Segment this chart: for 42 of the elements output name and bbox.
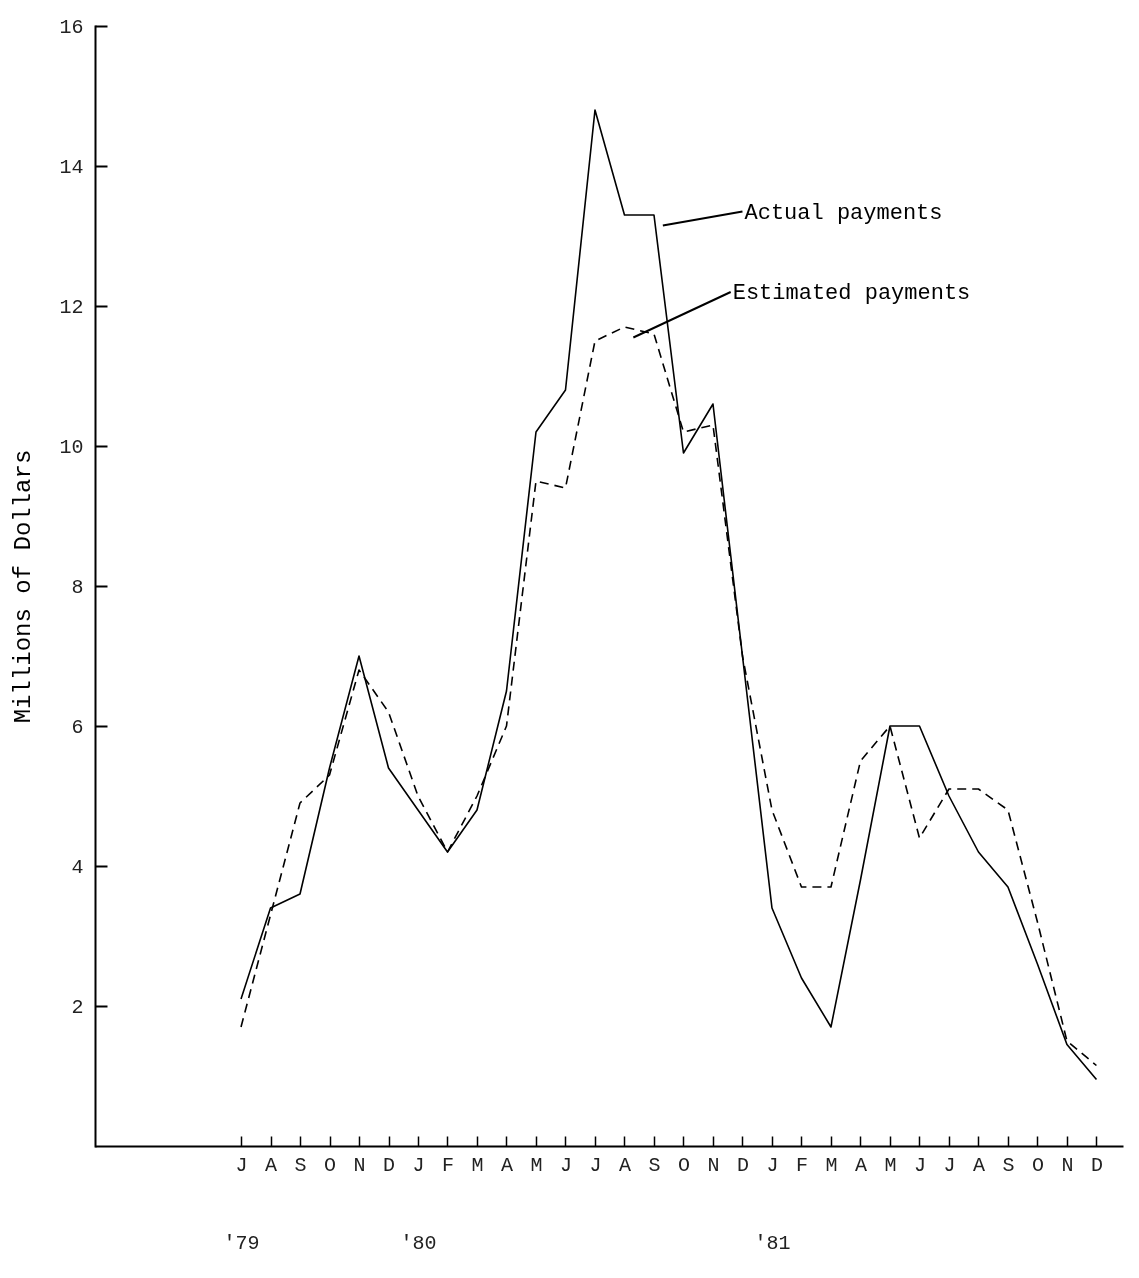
y-tick-label: 6 bbox=[71, 715, 84, 739]
x-tick-label: N bbox=[1061, 1153, 1074, 1177]
legend-label: Actual payments bbox=[744, 200, 943, 226]
text: Estimated payments bbox=[732, 281, 971, 306]
x-tick-label: O bbox=[324, 1153, 337, 1177]
x-tick-label: J bbox=[913, 1153, 926, 1177]
x-tick-label: D bbox=[1090, 1153, 1103, 1177]
x-tick-label: J bbox=[559, 1153, 572, 1177]
x-tick-label: A bbox=[972, 1153, 985, 1177]
line-series bbox=[240, 109, 1098, 1081]
x-tick-label: O bbox=[677, 1153, 690, 1177]
x-tick-label: M bbox=[884, 1153, 897, 1177]
y-tick-label: 8 bbox=[71, 575, 84, 599]
x-tick-label: J bbox=[943, 1153, 956, 1177]
x-tick-label: A bbox=[500, 1153, 513, 1177]
y-axis-title: Millions of Dollars bbox=[10, 449, 38, 724]
x-tick-label: A bbox=[854, 1153, 867, 1177]
x-tick-label: M bbox=[825, 1153, 838, 1177]
x-tick-label: D bbox=[736, 1153, 749, 1177]
y-tick-label: 12 bbox=[59, 295, 84, 319]
category-label: J '81 bbox=[754, 1153, 791, 1255]
category-label: J '80 bbox=[400, 1153, 437, 1255]
x-tick-label: O bbox=[1031, 1153, 1044, 1177]
x-tick-label: N bbox=[353, 1153, 366, 1177]
x-tick-label: M bbox=[530, 1153, 543, 1177]
x-tick-label: A bbox=[265, 1153, 278, 1177]
x-tick-label: D bbox=[383, 1153, 396, 1177]
x-tick-label: F bbox=[795, 1153, 808, 1177]
x-tick-label: S bbox=[648, 1153, 661, 1177]
x-tick-label: N bbox=[707, 1153, 720, 1177]
x-tick-label: A bbox=[618, 1153, 631, 1177]
x-tick-label: M bbox=[471, 1153, 484, 1177]
category-label: J '79 bbox=[223, 1153, 260, 1255]
y-tick-label: 14 bbox=[59, 155, 84, 179]
x-tick-label: S bbox=[1002, 1153, 1015, 1177]
y-tick-label: 16 bbox=[59, 15, 84, 39]
y-tick-label: 4 bbox=[71, 855, 84, 879]
x-tick-label: J bbox=[589, 1153, 602, 1177]
y-tick-label: 2 bbox=[71, 995, 84, 1019]
x-tick-label: S bbox=[294, 1153, 307, 1177]
x-tick-label: F bbox=[441, 1153, 455, 1177]
y-tick-label: 10 bbox=[59, 435, 84, 459]
